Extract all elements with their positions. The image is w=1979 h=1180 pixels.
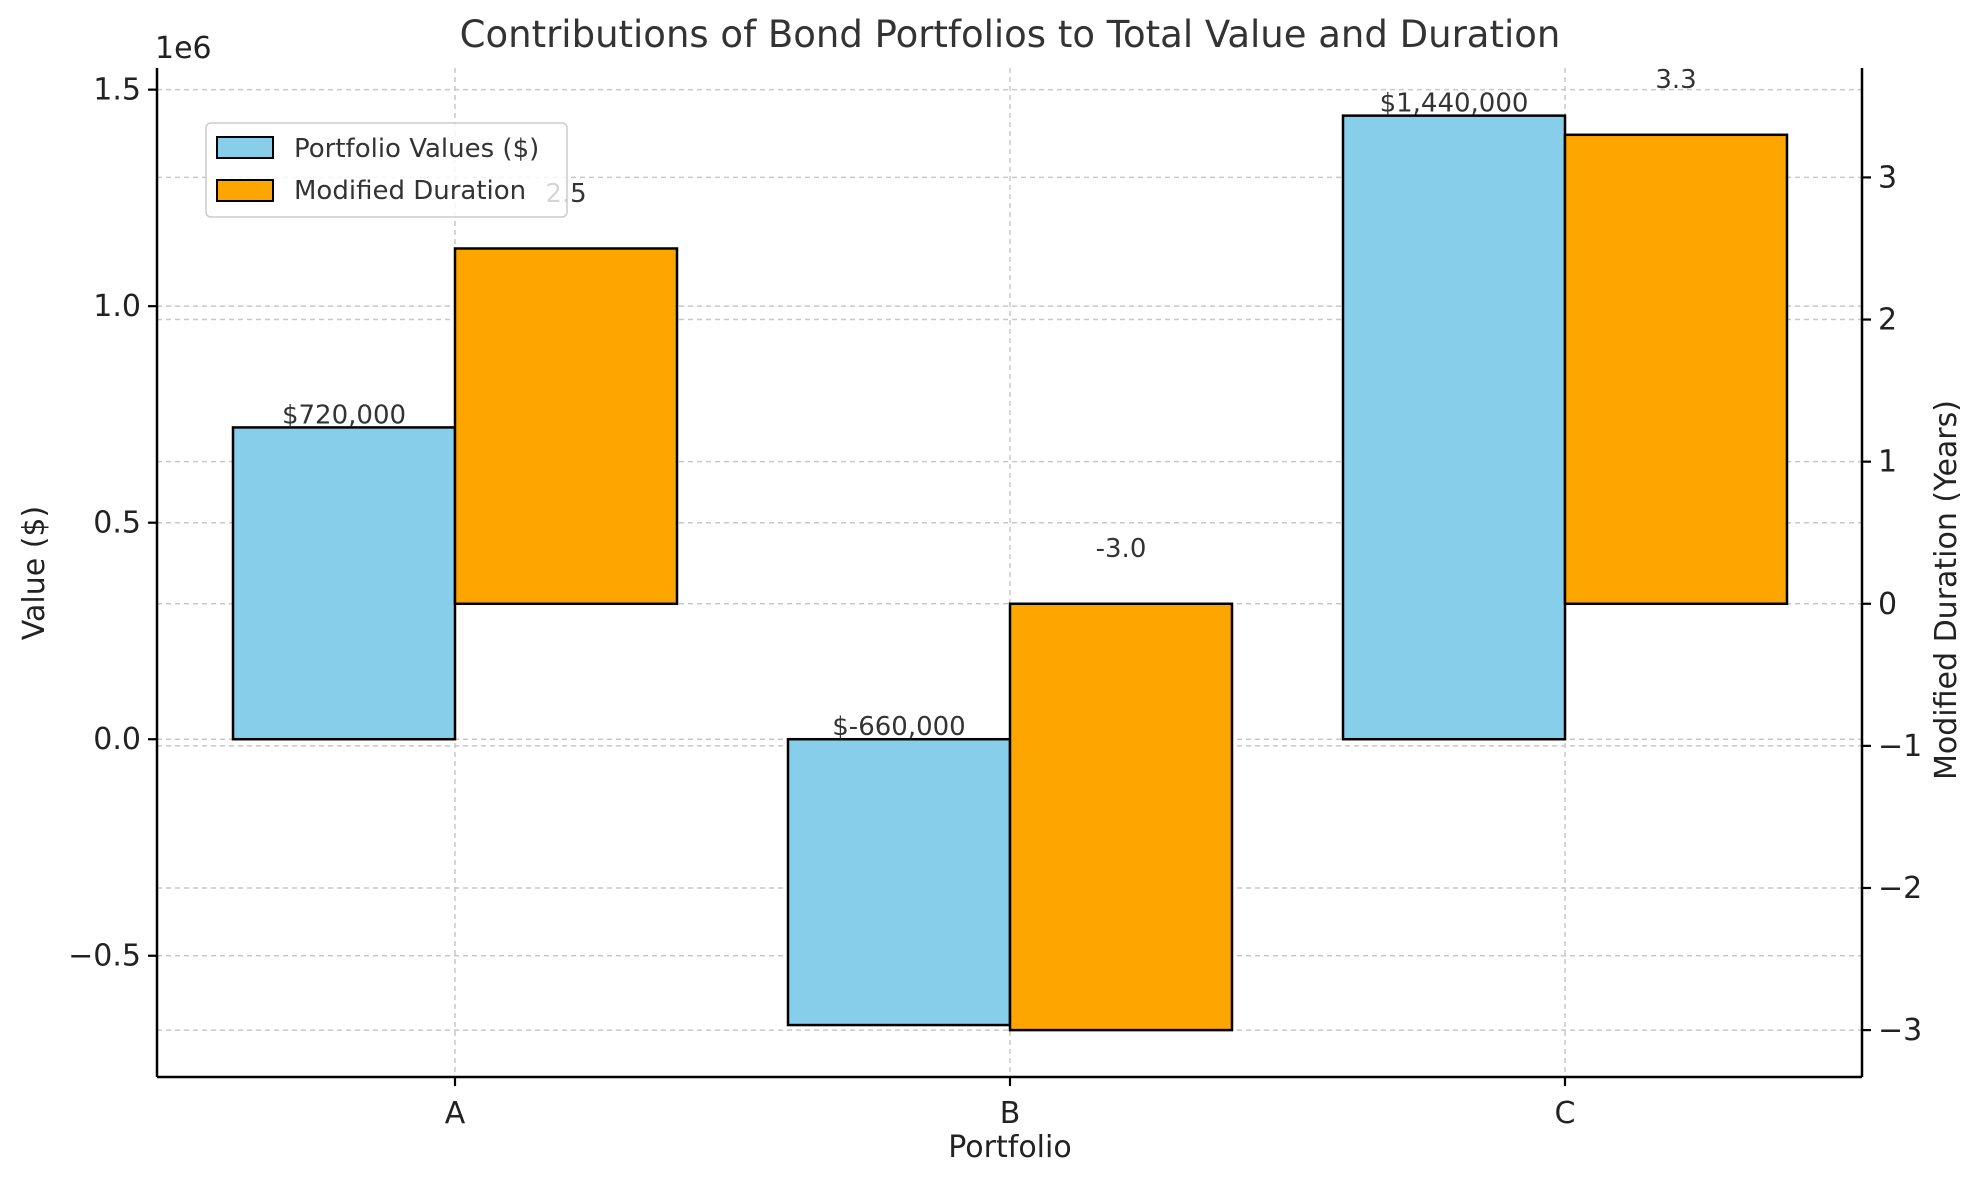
data-label-modified-duration: 3.3 [1655,65,1696,95]
legend: Portfolio Values ($) Modified Duration [205,122,568,218]
right-y-tick-label: 3 [1878,160,1897,195]
axes-layer: A B C −0.5 0.0 0.5 1.0 1.5 −3 −2 −1 0 1 2 3 [68,68,1922,1131]
bar-portfolio-values [231,426,457,741]
bar-modified-duration [453,247,679,606]
legend-label-portfolio-values: Portfolio Values ($) [294,134,539,164]
x-axis-label: Portfolio [948,1130,1071,1165]
x-tick-label: A [445,1096,466,1131]
legend-label-modified-duration: Modified Duration [294,176,526,206]
x-tick-label: B [1000,1096,1021,1131]
bars-layer [231,114,1789,1032]
right-y-tick-label: −1 [1878,729,1922,764]
right-y-tick-label: 0 [1878,587,1897,622]
legend-box [205,122,568,218]
x-tick-label: C [1555,1096,1576,1131]
legend-swatch-portfolio-values [216,136,274,159]
chart-title: Contributions of Bond Portfolios to Tota… [460,13,1561,56]
bar-portfolio-values [786,737,1012,1027]
bar-modified-duration [1008,602,1234,1032]
left-y-tick-label: 0.5 [93,506,141,541]
bar-portfolio-values [1341,114,1567,741]
legend-swatch-modified-duration [216,179,274,202]
left-axis-offset-text: 1e6 [155,31,212,66]
bar-modified-duration [1563,133,1789,606]
right-y-tick-label: −2 [1878,871,1922,906]
data-label-portfolio-values: $1,440,000 [1380,89,1529,119]
right-axis-label: Modified Duration (Years) [1929,400,1964,780]
data-label-portfolio-values: $720,000 [282,400,406,430]
left-y-tick-label: −0.5 [68,939,141,974]
right-y-tick-label: −3 [1878,1013,1922,1048]
right-y-tick-label: 2 [1878,303,1897,338]
left-y-tick-label: 1.5 [93,73,141,108]
left-y-tick-label: 1.0 [93,289,141,324]
data-label-portfolio-values: $-660,000 [832,712,965,742]
data-label-modified-duration: -3.0 [1096,534,1147,564]
right-y-tick-label: 1 [1878,445,1897,480]
left-y-tick-label: 0.0 [93,722,141,757]
left-axis-label: Value ($) [17,506,52,640]
